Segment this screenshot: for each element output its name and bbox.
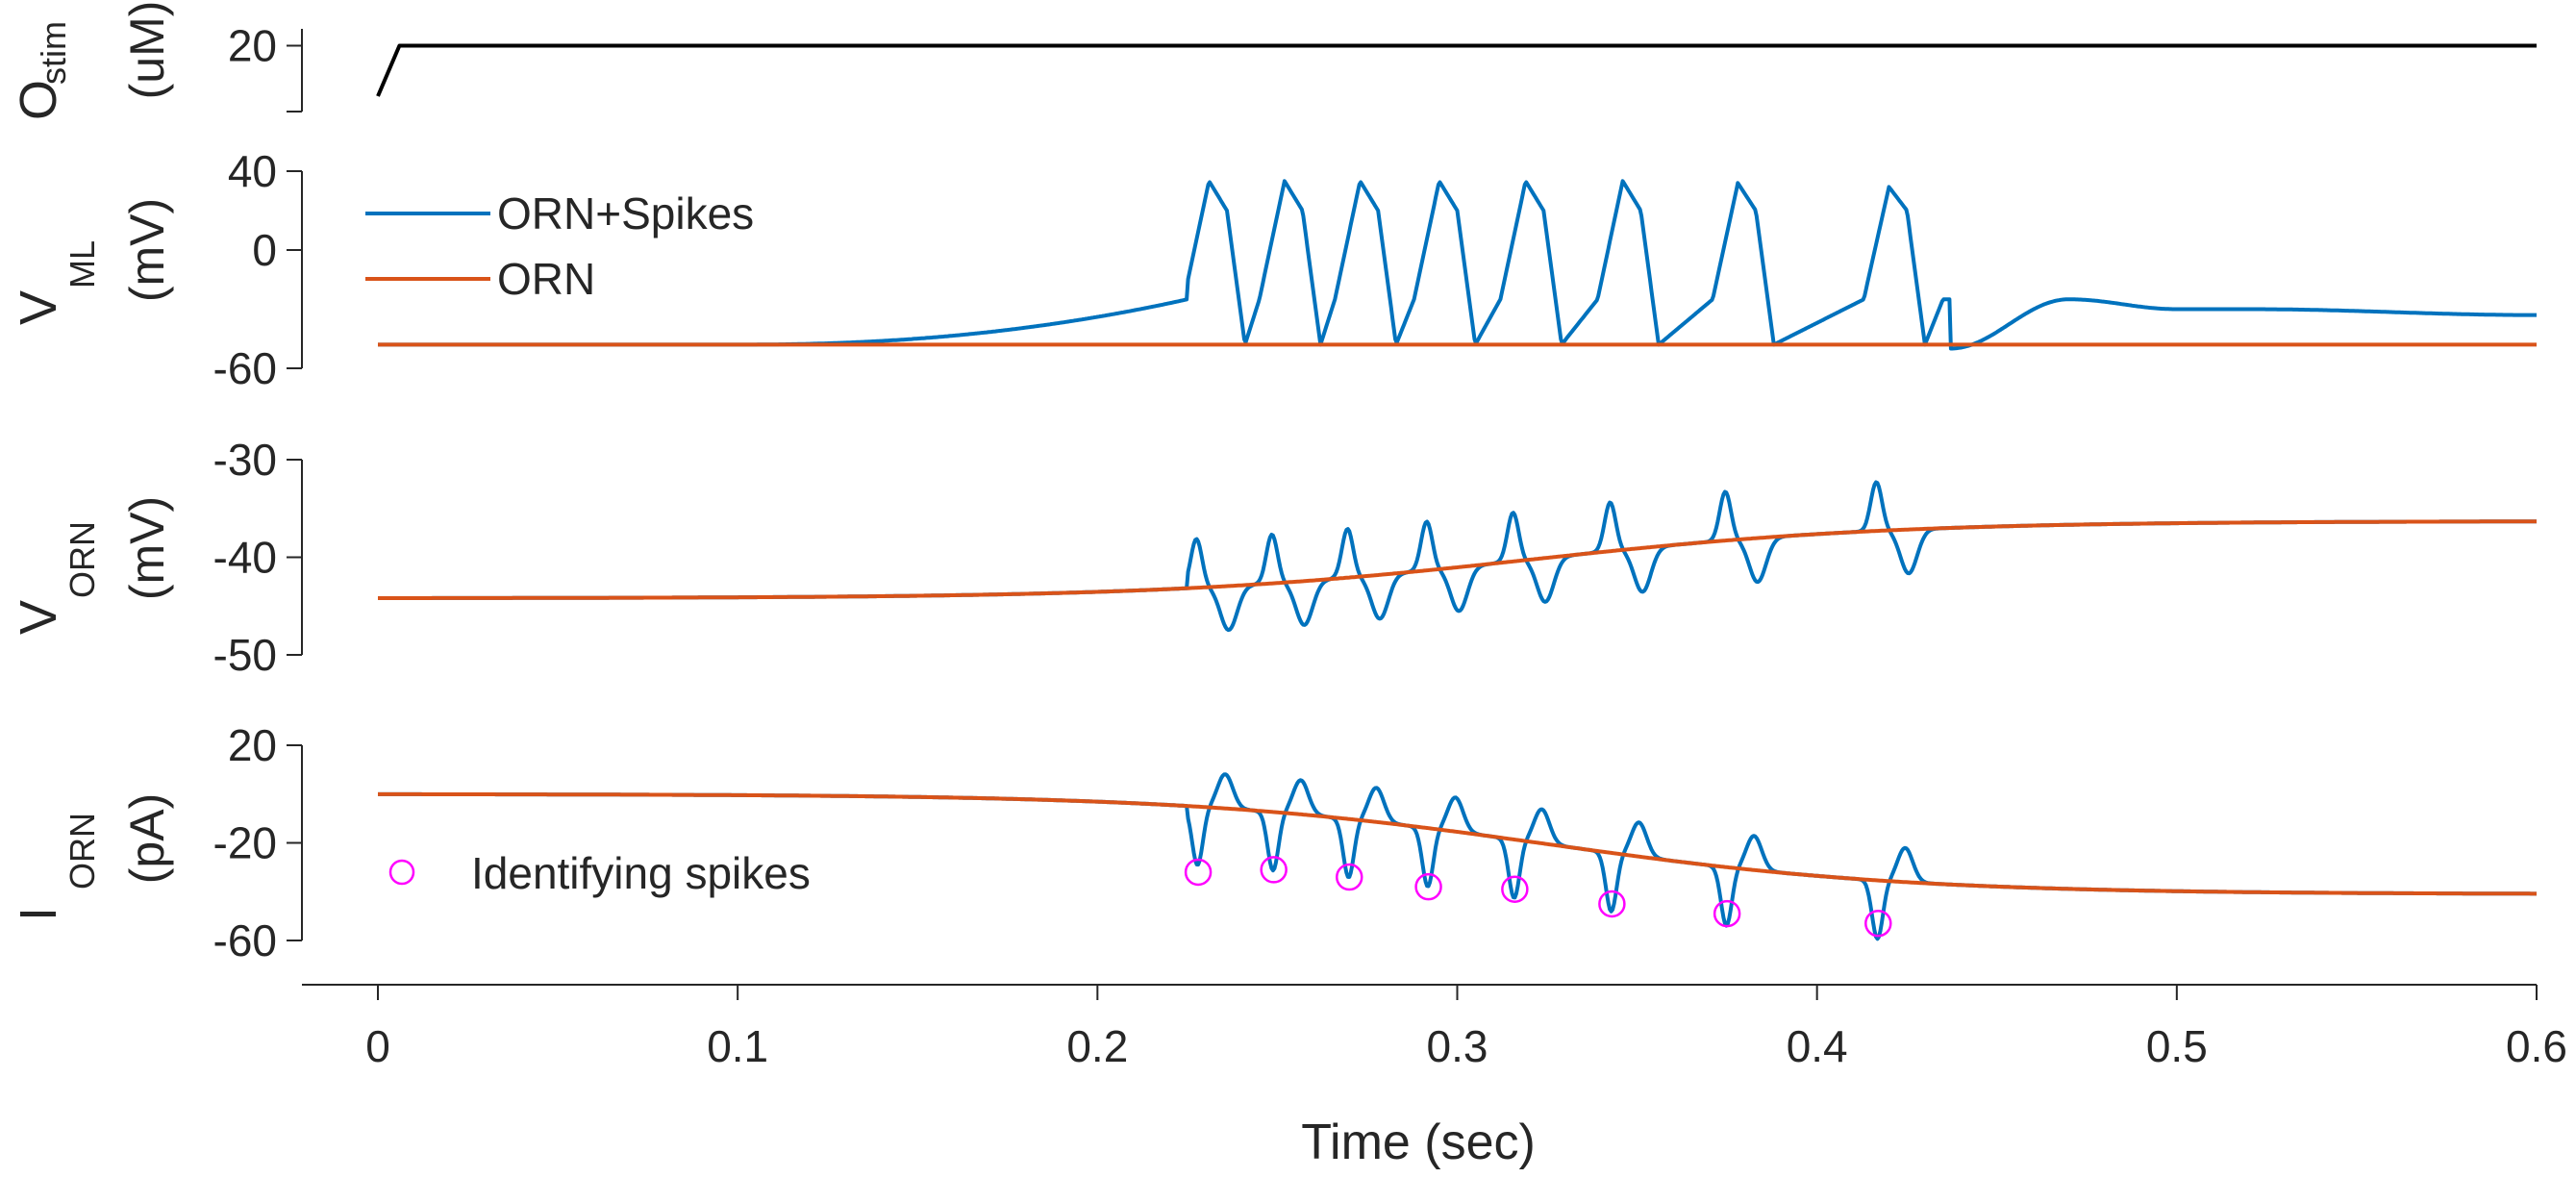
ylabel-vml-unit: (mV) (120, 198, 174, 302)
spike-marker-1 (1260, 856, 1288, 884)
x-axis-label: Time (sec) (1301, 1115, 1536, 1170)
series-iorn-orn (377, 791, 2538, 896)
y-tick-label-vml-1: 0 (252, 225, 277, 275)
ylabel-vorn: V ORN (mV) (10, 496, 174, 635)
y-tick-label-iorn-0: 20 (228, 720, 277, 770)
ylabel-vorn-unit: (mV) (120, 496, 174, 600)
ylabel-stim-unit: (uM) (120, 1, 174, 100)
x-axis: 0 0.1 0.2 0.3 0.4 0.5 0.6 (302, 984, 2567, 1071)
spike-marker-7 (1864, 909, 1892, 938)
spike-marker-2 (1336, 863, 1363, 891)
spike-marker-3 (1414, 872, 1442, 901)
x-tick-label-4: 0.4 (1787, 1021, 1848, 1071)
series-vorn-orn (377, 519, 2538, 600)
legend-swatch-marker (388, 859, 415, 886)
spike-marker-5 (1598, 890, 1626, 918)
y-tick-label-vml-0: 40 (228, 146, 277, 196)
x-tick-label-0: 0 (365, 1021, 390, 1071)
ylabel-stim: O stim (uM) (10, 1, 174, 120)
ylabel-iorn-unit: (pA) (120, 793, 174, 884)
ylabel-iorn-main: I (10, 907, 67, 921)
x-tick-label-3: 0.3 (1427, 1021, 1488, 1071)
legend-label-marker: Identifying spikes (471, 848, 811, 898)
ylabel-iorn: I ORN (pA) (10, 793, 174, 921)
y-tick-label-vorn-0: -30 (213, 435, 277, 485)
series-vorn-spikes (377, 480, 2538, 633)
ylabel-stim-main: O (10, 80, 67, 120)
y-tick-label-iorn-1: -20 (213, 818, 277, 868)
series-stim-stim (376, 43, 2537, 97)
y-tick-label-vorn-1: -40 (213, 533, 277, 583)
legend-label-orn: ORN (497, 254, 595, 304)
x-tick-label-2: 0.2 (1066, 1021, 1128, 1071)
panel-iorn: 20 -20 -60 (213, 720, 2538, 965)
ylabel-stim-sub: stim (34, 21, 73, 85)
panel-stim: 20 (228, 21, 2537, 113)
spike-marker-6 (1713, 899, 1741, 928)
y-tick-label-vml-2: -60 (213, 343, 277, 393)
ylabel-vorn-main: V (10, 600, 67, 635)
x-tick-label-6: 0.6 (2506, 1021, 2567, 1071)
y-tick-label-vorn-2: -50 (213, 630, 277, 680)
x-tick-label-1: 0.1 (707, 1021, 768, 1071)
legend-label-spikes: ORN+Spikes (497, 188, 754, 238)
y-tick-label-stim-0: 20 (228, 21, 277, 71)
ylabel-vml: V ML (mV) (10, 198, 174, 325)
panel-vorn: -30 -40 -50 (213, 435, 2538, 680)
spike-marker-0 (1184, 858, 1213, 887)
spike-marker-4 (1501, 875, 1529, 903)
y-tick-label-iorn-2: -60 (213, 915, 277, 965)
ylabel-iorn-sub: ORN (63, 813, 102, 890)
legend-vml: ORN+Spikes ORN (365, 188, 754, 304)
ylabel-vml-main: V (10, 290, 67, 325)
ylabel-vorn-sub: ORN (63, 521, 102, 598)
panel-vml: 40 0 -60 (213, 146, 2538, 393)
x-tick-label-5: 0.5 (2146, 1021, 2208, 1071)
ylabel-vml-sub: ML (63, 240, 102, 288)
legend-iorn: Identifying spikes (388, 848, 811, 898)
